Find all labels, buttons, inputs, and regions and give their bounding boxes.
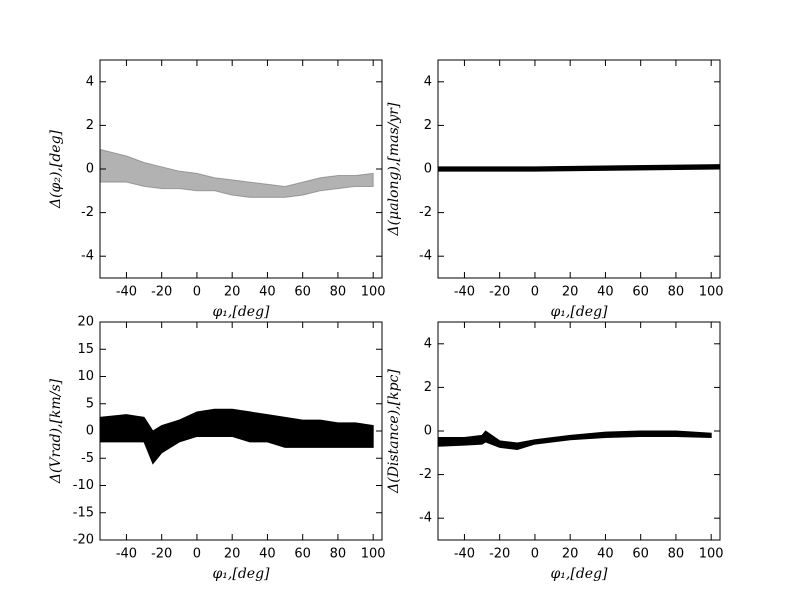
x-tick-label: 20 xyxy=(224,285,241,300)
y-tick-label: 4 xyxy=(424,74,432,89)
y-tick-label: -15 xyxy=(73,505,94,520)
x-axis-label: φ₁,[deg] xyxy=(213,566,271,582)
x-tick-label: 0 xyxy=(193,547,201,562)
subplot: -40 -20 0 20 40 60 80 100-4-2024φ₁,[deg]Δ(Dista… xyxy=(386,321,724,582)
x-tick-label: -40 xyxy=(116,547,137,562)
x-tick-label: 0 xyxy=(193,285,201,300)
x-tick-label: 60 xyxy=(294,547,311,562)
y-tick-label: -10 xyxy=(73,478,94,493)
x-tick-label: 80 xyxy=(668,285,685,300)
y-tick-label: 15 xyxy=(77,342,94,357)
y-tick-label: -4 xyxy=(81,249,94,264)
y-tick-label: 5 xyxy=(86,396,94,411)
x-tick-label: 40 xyxy=(259,285,276,300)
y-tick-label: -20 xyxy=(73,533,94,548)
y-tick-label: 4 xyxy=(424,336,432,351)
x-tick-label: 40 xyxy=(597,285,614,300)
y-tick-label: -5 xyxy=(81,451,94,466)
y-tick-label: -2 xyxy=(81,205,94,220)
y-axis-label: Δ(μalong),[mas/yr] xyxy=(386,102,402,236)
data-band xyxy=(99,148,374,198)
x-tick-label: -20 xyxy=(489,285,510,300)
y-tick-label: 10 xyxy=(77,369,94,384)
y-tick-label: -4 xyxy=(419,249,432,264)
x-tick-label: 0 xyxy=(531,547,539,562)
x-tick-label: -20 xyxy=(489,547,510,562)
x-tick-label: 60 xyxy=(294,285,311,300)
x-tick-label: -20 xyxy=(151,285,172,300)
x-tick-label: -20 xyxy=(151,547,172,562)
x-tick-label: 100 xyxy=(361,547,386,562)
data-band xyxy=(437,164,721,172)
x-tick-label: 40 xyxy=(259,547,276,562)
y-axis-label: Δ(Distance),[kpc] xyxy=(386,369,402,494)
y-tick-label: -2 xyxy=(419,205,432,220)
y-tick-label: 2 xyxy=(86,118,94,133)
y-tick-label: 0 xyxy=(424,424,432,439)
x-tick-label: 100 xyxy=(361,285,386,300)
x-tick-label: -40 xyxy=(454,285,475,300)
x-tick-label: 20 xyxy=(562,547,579,562)
x-tick-label: 80 xyxy=(668,547,685,562)
axes-frame xyxy=(99,59,383,279)
data-band xyxy=(99,408,374,465)
y-axis-label: Δ(φ₂),[deg] xyxy=(48,129,64,209)
x-tick-label: 40 xyxy=(597,547,614,562)
axes-frame xyxy=(437,59,721,279)
y-tick-label: 2 xyxy=(424,380,432,395)
subplot: -40 -20 0 20 40 60 80 100-4-2024φ₁,[deg]Δ(φ₂),[… xyxy=(48,59,386,320)
y-tick-label: 20 xyxy=(77,315,94,330)
axes-frame xyxy=(437,321,721,541)
y-tick-label: 0 xyxy=(86,162,94,177)
y-tick-label: 2 xyxy=(424,118,432,133)
x-tick-label: -40 xyxy=(116,285,137,300)
x-tick-label: 60 xyxy=(632,547,649,562)
y-tick-label: -2 xyxy=(419,467,432,482)
x-tick-label: 100 xyxy=(699,285,724,300)
x-tick-label: 80 xyxy=(330,285,347,300)
y-axis-label: Δ(Vrad),[km/s] xyxy=(48,378,64,484)
axes-frame xyxy=(99,321,383,541)
x-axis-label: φ₁,[deg] xyxy=(551,304,609,320)
y-tick-label: 4 xyxy=(86,74,94,89)
x-tick-label: 0 xyxy=(531,285,539,300)
x-tick-label: 80 xyxy=(330,547,347,562)
x-tick-label: -40 xyxy=(454,547,475,562)
y-tick-label: 0 xyxy=(424,162,432,177)
y-tick-label: 0 xyxy=(86,424,94,439)
x-tick-label: 60 xyxy=(632,285,649,300)
y-tick-label: -4 xyxy=(419,511,432,526)
x-tick-label: 100 xyxy=(699,547,724,562)
x-axis-label: φ₁,[deg] xyxy=(551,566,609,582)
x-tick-label: 20 xyxy=(562,285,579,300)
x-tick-label: 20 xyxy=(224,547,241,562)
data-band xyxy=(437,430,712,451)
subplot: -40 -20 0 20 40 60 80 100 -20 -15 -10 -5 0 5 10 15 20 φ₁,… xyxy=(48,315,386,583)
x-axis-label: φ₁,[deg] xyxy=(213,304,271,320)
subplot: -40 -20 0 20 40 60 80 100-4-2024φ₁,[deg]Δ(μalon… xyxy=(386,59,724,320)
